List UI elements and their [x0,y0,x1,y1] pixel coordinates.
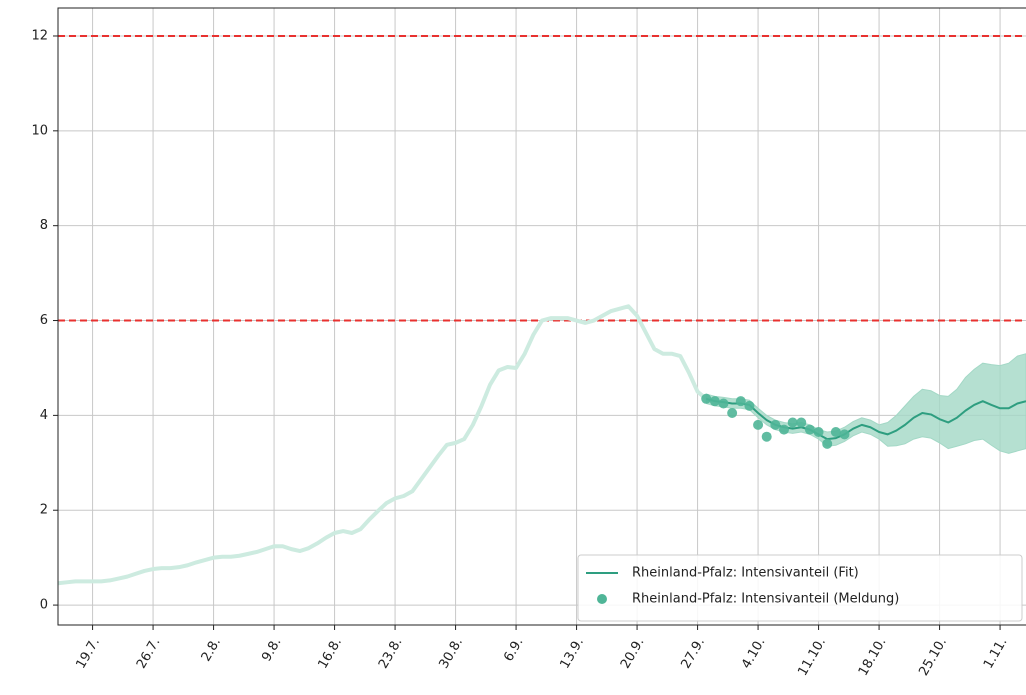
x-tick-label: 25.10. [916,635,950,678]
x-tick-label: 26.7. [134,635,164,671]
data-point [753,419,764,430]
x-tick-label: 20.9. [618,635,648,671]
x-tick-label: 30.8. [437,635,467,671]
data-point [761,431,772,442]
data-point [701,393,712,404]
x-tick-label: 23.8. [376,635,406,671]
data-point [735,396,746,407]
x-tick-label: 18.10. [856,635,890,678]
data-point [787,417,798,428]
y-tick-label: 10 [31,123,48,138]
y-tick-label: 8 [40,218,48,233]
legend-label: Rheinland-Pfalz: Intensivanteil (Fit) [632,566,859,581]
history-line [57,304,708,586]
legend-box [577,554,1023,622]
y-tick-label: 0 [40,598,48,613]
y-tick-label: 4 [40,408,48,423]
x-tick-label: 1.11. [981,635,1011,671]
x-tick-label: 9.8. [259,635,284,664]
data-point [796,417,807,428]
x-tick-label: 13.9. [558,635,588,671]
data-point [804,424,815,435]
x-tick-label: 6.9. [501,635,526,664]
x-tick-label: 16.8. [316,635,346,671]
data-point [813,426,824,437]
data-point [830,426,841,437]
x-tick-label: 27.9. [679,635,709,671]
fit-line [705,397,1026,441]
data-point [779,424,789,435]
data-point [770,419,781,430]
data-point [709,396,720,407]
data-point [727,408,738,419]
plot-frame [57,7,1026,626]
x-tick-label: 2.8. [199,635,224,664]
legend-marker [597,594,607,604]
legend-label: Rheinland-Pfalz: Intensivanteil (Meldung… [632,592,899,607]
y-tick-label: 6 [40,313,48,328]
legend: Rheinland-Pfalz: Intensivanteil (Fit) Rhe… [577,554,1023,622]
data-point [822,438,833,449]
x-tick-label: 4.10. [739,635,769,671]
y-tick-label: 2 [40,503,48,518]
data-point [839,429,850,440]
data-point [718,398,729,409]
y-tick-label: 12 [31,28,48,43]
data-point [744,400,755,411]
x-tick-label: 19.7. [74,635,104,671]
x-tick-label: 11.10. [795,635,829,678]
